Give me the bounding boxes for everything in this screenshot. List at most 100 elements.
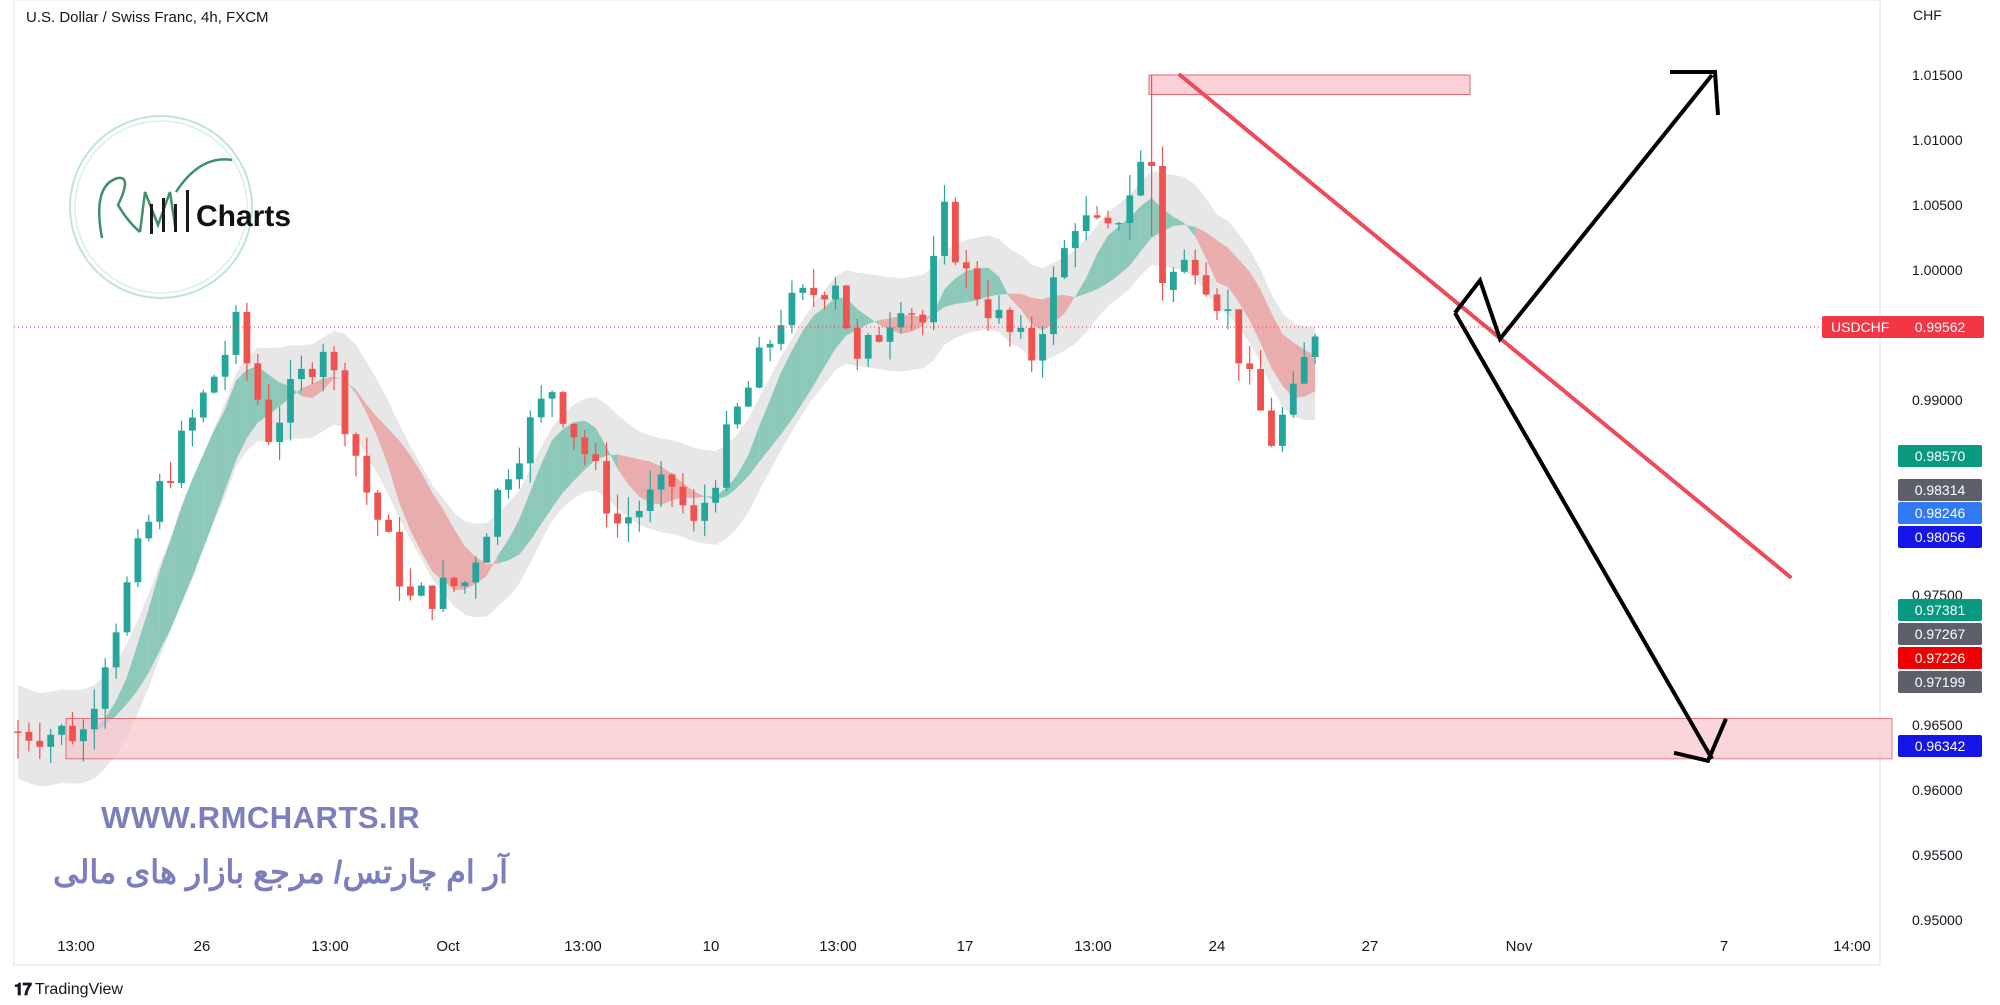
candle[interactable]: [178, 420, 185, 488]
price-tag[interactable]: 0.97226: [1898, 647, 1982, 669]
candle[interactable]: [134, 529, 142, 588]
price-tag[interactable]: 0.97381: [1898, 599, 1982, 621]
candle[interactable]: [298, 355, 305, 391]
candle[interactable]: [1279, 407, 1286, 453]
candle[interactable]: [1224, 289, 1232, 330]
candle[interactable]: [1071, 223, 1079, 268]
candle[interactable]: [276, 406, 283, 460]
candle[interactable]: [319, 343, 327, 392]
candle[interactable]: [646, 470, 654, 523]
candle[interactable]: [723, 410, 730, 492]
price-tag[interactable]: 0.98056: [1898, 526, 1982, 548]
candle[interactable]: [1213, 288, 1221, 320]
candle[interactable]: [352, 432, 360, 477]
candle[interactable]: [1257, 349, 1264, 411]
price-tag[interactable]: 0.97267: [1898, 623, 1982, 645]
candle[interactable]: [1300, 342, 1308, 384]
candle[interactable]: [494, 487, 501, 546]
candle[interactable]: [984, 280, 992, 332]
candle[interactable]: [843, 285, 850, 330]
candle[interactable]: [341, 362, 349, 447]
candle[interactable]: [995, 295, 1003, 324]
candle[interactable]: [1170, 267, 1177, 303]
candle[interactable]: [832, 277, 839, 311]
candle[interactable]: [559, 390, 567, 428]
candle[interactable]: [1137, 150, 1145, 197]
candle[interactable]: [548, 390, 556, 417]
candle[interactable]: [1093, 206, 1101, 220]
price-tag[interactable]: 0.96342: [1898, 735, 1982, 757]
candle[interactable]: [777, 309, 785, 351]
candle[interactable]: [505, 469, 512, 499]
candle[interactable]: [101, 658, 109, 729]
current-price-label[interactable]: USDCHF 0.99562: [1822, 315, 1984, 338]
candle[interactable]: [374, 489, 382, 537]
candle[interactable]: [570, 423, 578, 450]
candle[interactable]: [952, 197, 959, 266]
candle[interactable]: [14, 719, 22, 759]
candle[interactable]: [1115, 221, 1123, 231]
candle[interactable]: [810, 269, 818, 307]
candle[interactable]: [690, 488, 698, 532]
candle[interactable]: [428, 585, 436, 621]
candle[interactable]: [25, 722, 33, 752]
resistance-zone[interactable]: [1148, 74, 1471, 95]
candle[interactable]: [450, 576, 458, 592]
candle[interactable]: [69, 711, 76, 745]
candle[interactable]: [712, 480, 719, 513]
candle[interactable]: [668, 472, 676, 507]
candle[interactable]: [614, 494, 621, 538]
candle[interactable]: [897, 301, 905, 334]
candle[interactable]: [1126, 175, 1134, 240]
price-tag[interactable]: 0.98570: [1898, 445, 1982, 467]
candle[interactable]: [287, 359, 294, 441]
candle[interactable]: [1148, 75, 1155, 236]
candle[interactable]: [526, 410, 534, 483]
candle[interactable]: [1050, 266, 1057, 346]
candle[interactable]: [472, 556, 480, 599]
candle[interactable]: [232, 305, 240, 365]
candle[interactable]: [821, 291, 828, 310]
candle[interactable]: [330, 346, 338, 391]
candle[interactable]: [1202, 262, 1210, 297]
candle[interactable]: [679, 473, 687, 514]
bullish-scenario-arrow[interactable]: [1453, 73, 1714, 343]
candle[interactable]: [189, 409, 196, 447]
candle[interactable]: [516, 447, 523, 489]
candle[interactable]: [592, 443, 600, 470]
candle[interactable]: [1039, 325, 1046, 378]
candle[interactable]: [962, 250, 970, 289]
support-zone[interactable]: [65, 718, 1893, 760]
candle[interactable]: [385, 514, 392, 533]
candle[interactable]: [221, 340, 229, 391]
candle[interactable]: [1191, 249, 1199, 285]
candle[interactable]: [537, 385, 545, 423]
candle[interactable]: [864, 332, 872, 368]
candle[interactable]: [1289, 371, 1297, 418]
candle[interactable]: [853, 318, 861, 371]
candle[interactable]: [145, 514, 153, 542]
candle[interactable]: [47, 728, 55, 764]
candle[interactable]: [886, 312, 894, 360]
candle[interactable]: [1017, 315, 1025, 339]
candle[interactable]: [875, 326, 883, 343]
candle[interactable]: [635, 500, 643, 532]
candle[interactable]: [243, 302, 251, 381]
candle[interactable]: [80, 719, 87, 762]
price-tag[interactable]: 0.98314: [1898, 479, 1982, 501]
candle[interactable]: [973, 261, 981, 306]
candle[interactable]: [788, 280, 796, 334]
candle[interactable]: [1006, 307, 1014, 347]
candle[interactable]: [799, 284, 807, 301]
candle[interactable]: [908, 308, 916, 330]
candle[interactable]: [1028, 316, 1036, 373]
candle[interactable]: [439, 560, 447, 612]
candle[interactable]: [1159, 146, 1166, 301]
candle[interactable]: [407, 568, 414, 601]
candle[interactable]: [1235, 309, 1243, 381]
candle[interactable]: [744, 381, 752, 408]
candle[interactable]: [396, 517, 403, 601]
candle[interactable]: [308, 362, 316, 385]
